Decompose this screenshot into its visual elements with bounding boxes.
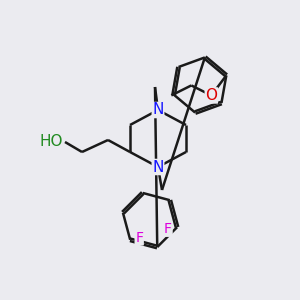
Text: N: N bbox=[152, 160, 164, 175]
Text: F: F bbox=[164, 222, 172, 236]
Text: N: N bbox=[152, 103, 164, 118]
Text: HO: HO bbox=[40, 134, 63, 149]
Text: F: F bbox=[135, 231, 143, 245]
Text: O: O bbox=[205, 88, 217, 103]
